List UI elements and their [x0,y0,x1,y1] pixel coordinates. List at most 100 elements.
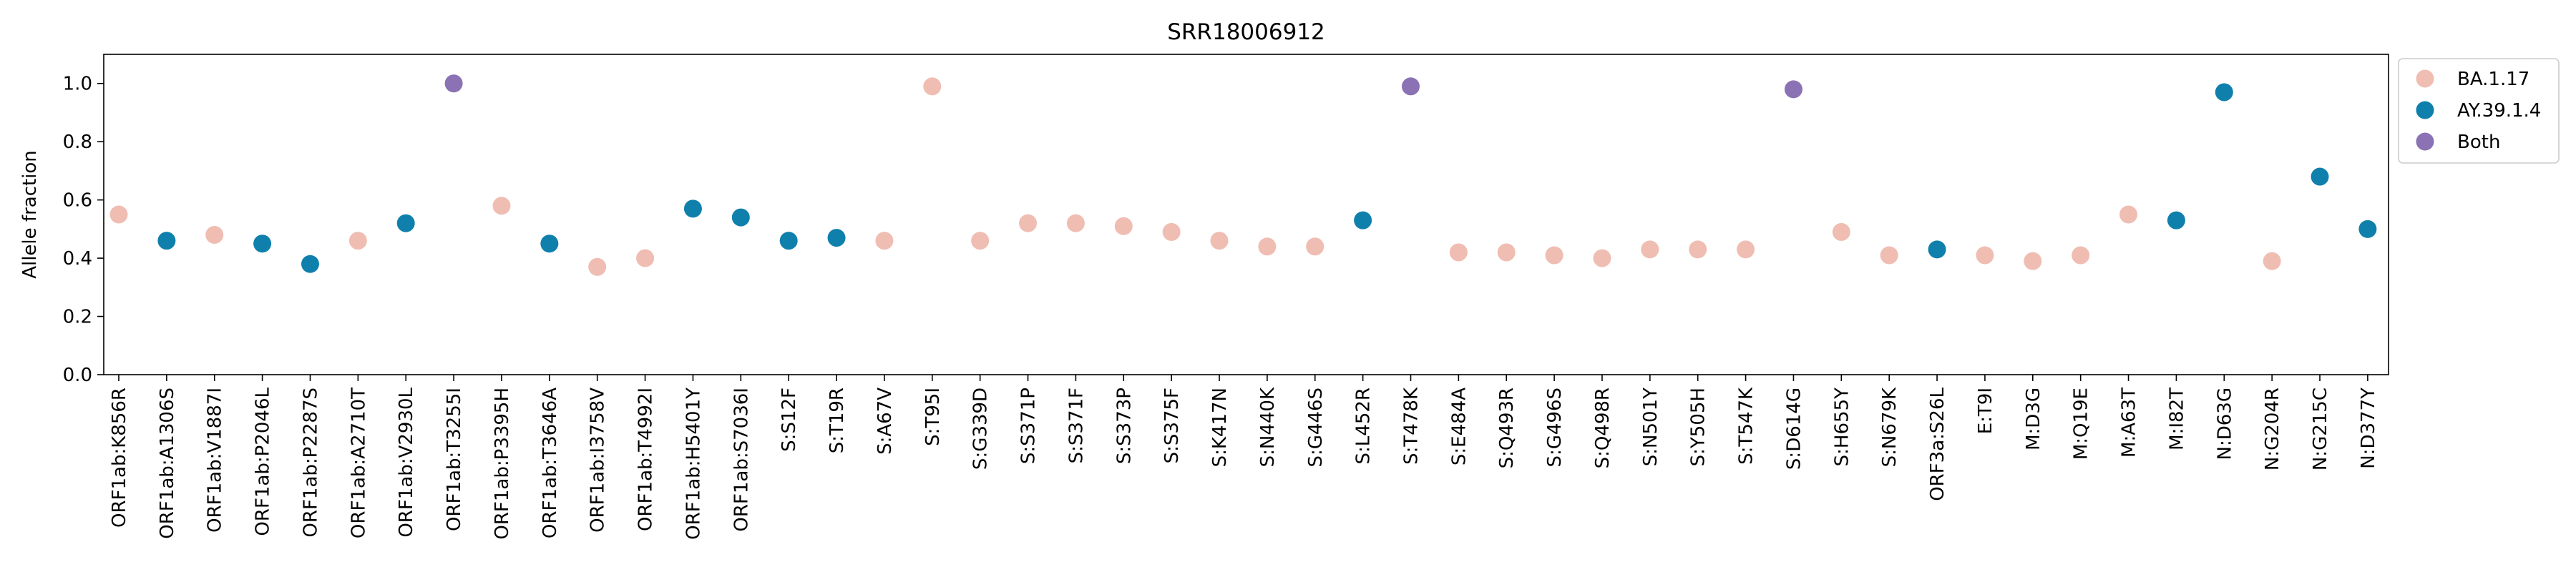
x-tick-label: M:Q19E [2071,388,2092,460]
x-tick-label: N:D377Y [2358,388,2379,469]
y-tick-label: 0.6 [63,190,92,212]
data-point [1449,243,1468,262]
x-tick-label: S:Q493R [1496,388,1518,468]
data-point [779,232,798,250]
y-tick-label: 0.2 [63,307,92,328]
x-tick-label: S:T478K [1400,387,1422,465]
data-point [2072,246,2090,265]
data-point [1689,240,1707,259]
x-axis: ORF1ab:K856R ORF1ab:A1306S ORF1ab:V1887I OR… [109,375,2379,540]
data-point [1210,232,1229,250]
y-axis: 0.0 0.2 0.4 0.6 0.8 1.0 [63,74,104,386]
data-point [2119,205,2138,224]
plot-frame [103,54,2389,375]
x-tick-label: ORF1ab:T3255I [444,388,465,531]
x-tick-label: E:T9I [1975,388,1996,434]
y-tick-label: 0.0 [63,365,92,386]
data-point [492,197,511,215]
data-point [1880,246,1898,265]
x-tick-label: S:N440K [1257,387,1279,467]
data-point [540,235,559,253]
x-tick-label: S:D614G [1783,388,1805,470]
x-tick-label: ORF3a:S26L [1927,387,1948,500]
x-tick-label: ORF1ab:H5401Y [683,388,704,540]
y-tick-label: 0.8 [63,132,92,153]
x-tick-label: S:Q498R [1592,388,1614,468]
legend-marker [2416,101,2434,119]
legend-marker [2416,69,2434,88]
x-tick-label: ORF1ab:T4992I [635,388,657,531]
data-point [2311,167,2329,186]
data-point [1641,240,1659,259]
data-point [588,257,607,276]
x-tick-label: S:G339D [970,388,992,470]
legend-label: Both [2457,132,2500,153]
x-tick-label: ORF1ab:K856R [109,388,130,528]
x-tick-label: M:A63T [2119,388,2140,458]
x-tick-label: ORF1ab:V2930L [396,387,417,537]
data-point [731,208,750,227]
data-point [301,255,319,273]
x-tick-label: S:H655Y [1831,388,1853,466]
data-point [1784,80,1802,99]
legend: BA.1.17 AY.39.1.4 Both [2398,58,2560,164]
data-point [971,232,990,250]
x-tick-label: N:D63G [2214,388,2235,460]
data-point [205,226,224,245]
data-point [2024,252,2042,270]
x-tick-label: M:I82T [2166,388,2187,450]
y-tick-label: 0.4 [63,248,92,270]
x-tick-label: S:S375F [1161,388,1183,463]
x-tick-label: S:N501Y [1640,388,1662,466]
data-point [109,205,128,224]
x-tick-label: ORF1ab:T3646A [540,388,561,538]
data-point [1593,249,1611,267]
x-tick-label: N:G215C [2310,388,2331,470]
data-point [1545,246,1563,265]
data-point [1019,214,1038,232]
x-tick-label: M:D3G [2023,388,2044,450]
data-point [396,214,415,232]
x-tick-label: S:T19R [826,388,848,453]
data-point [923,77,942,96]
x-tick-label: S:S371F [1065,388,1087,463]
x-tick-label: N:G204R [2262,388,2283,470]
y-tick-label: 1.0 [63,74,92,95]
data-point [2167,211,2185,230]
data-point [253,235,272,253]
x-tick-label: S:T95I [922,388,944,446]
legend-marker [2416,132,2434,151]
x-tick-label: ORF1ab:P2046L [253,387,274,536]
y-axis-label: Allele fraction [19,150,41,279]
data-point [683,199,702,218]
x-tick-label: ORF1ab:S7036I [731,388,752,532]
data-point [348,232,367,250]
x-tick-label: S:Y505H [1688,388,1709,466]
x-tick-label: ORF1ab:A1306S [157,388,178,539]
data-point [1737,240,1755,259]
data-point [1976,246,1994,265]
data-point [1354,211,1372,230]
x-tick-label: S:K417N [1209,388,1231,467]
data-point [827,229,846,247]
x-tick-label: ORF1ab:V1887I [205,388,226,533]
data-point [875,232,894,250]
data-point [1258,237,1277,256]
x-tick-label: S:S373P [1113,388,1135,464]
x-tick-label: ORF1ab:P3395H [492,388,513,540]
x-tick-label: S:N679K [1879,387,1901,467]
data-points [109,74,2377,276]
x-tick-label: S:G446S [1305,388,1327,468]
x-tick-label: S:G496S [1544,388,1566,468]
x-tick-label: S:S12F [779,388,800,452]
data-point [2263,252,2281,270]
x-tick-label: S:L452R [1353,388,1375,464]
data-point [2215,83,2233,102]
data-point [1306,237,1324,256]
x-tick-label: S:A67V [874,388,896,455]
data-point [1832,222,1850,241]
data-point [157,232,176,250]
data-point [1162,222,1181,241]
